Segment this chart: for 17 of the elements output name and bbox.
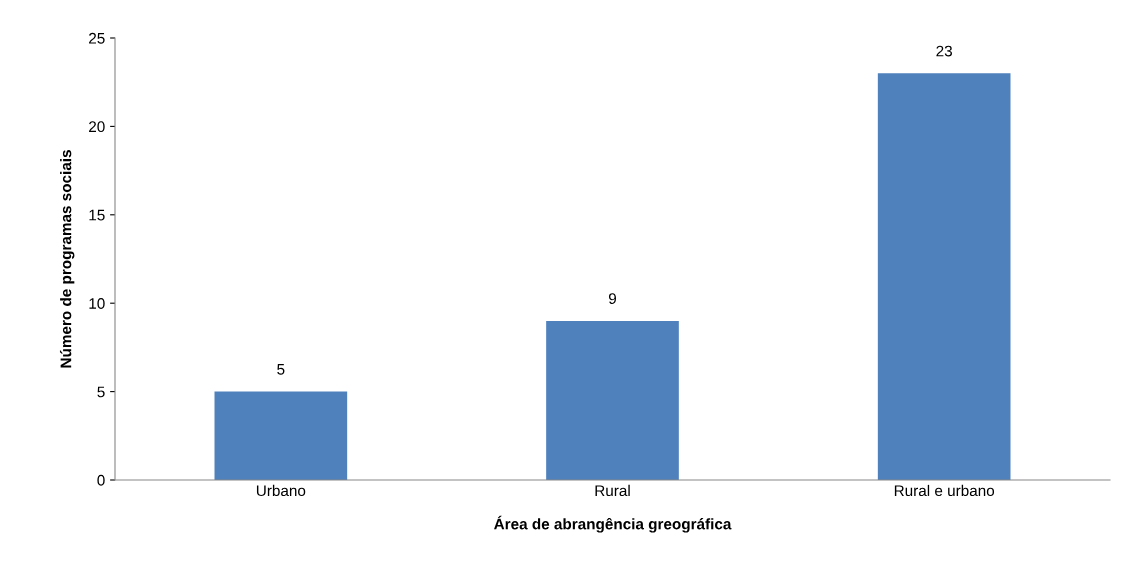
bar bbox=[214, 391, 348, 480]
data-label: 23 bbox=[936, 45, 952, 57]
x-tick-label: Urbano bbox=[256, 484, 306, 497]
y-tick-label: 20 bbox=[89, 121, 105, 133]
x-axis-title: Área de abrangência greográfica bbox=[494, 515, 732, 533]
y-tick-label: 15 bbox=[89, 209, 105, 221]
y-tick-label: 10 bbox=[89, 298, 105, 309]
data-label: 9 bbox=[608, 293, 617, 304]
x-tick-label: Rural e urbano bbox=[894, 484, 995, 497]
data-label: 5 bbox=[277, 364, 285, 375]
y-tick-label: 0 bbox=[97, 474, 105, 486]
x-tick-label: Rural bbox=[595, 484, 630, 497]
y-tick-label: 25 bbox=[89, 32, 105, 44]
y-axis-title: Número de programas sociais bbox=[59, 150, 75, 368]
bar bbox=[546, 320, 679, 480]
y-tick-label: 5 bbox=[97, 386, 105, 398]
bar bbox=[877, 73, 1011, 480]
